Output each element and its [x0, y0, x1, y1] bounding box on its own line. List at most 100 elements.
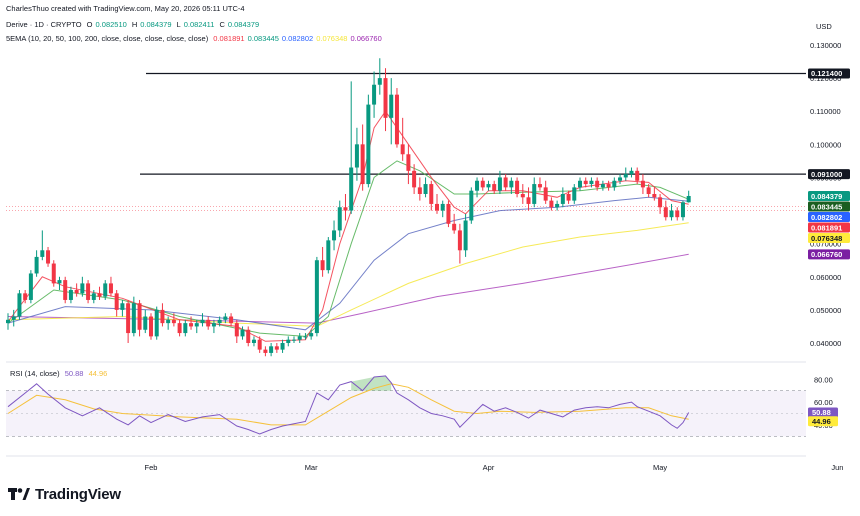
price-axis-label: 0.060000 — [810, 273, 841, 282]
author-line: CharlesThuo created with TradingView.com… — [6, 4, 245, 13]
candle-body — [589, 180, 594, 185]
candle-body — [126, 303, 131, 334]
candle-body — [23, 293, 28, 300]
candle-body — [532, 184, 537, 204]
candle-body — [51, 263, 56, 284]
candle-body — [417, 187, 422, 194]
ema100-line — [7, 222, 689, 327]
candle-body — [269, 346, 274, 353]
price-axis-label: 0.070000 — [810, 240, 841, 249]
price-tag-label: 0.083445 — [811, 202, 842, 211]
rsi-ma-value: 44.96 — [88, 369, 108, 378]
candle-body — [320, 260, 325, 271]
candle-body — [526, 197, 531, 204]
indicator-name: 5EMA (10, 20, 50, 100, 200, close, close… — [6, 34, 209, 43]
candle-body — [440, 203, 445, 211]
candle-body — [194, 323, 199, 327]
ohlc-o: O 0.082510 — [86, 20, 127, 29]
candle-body — [475, 180, 480, 191]
brand-name: TradingView — [35, 486, 121, 503]
candle-body — [349, 167, 354, 211]
price-tag-bg — [808, 201, 850, 212]
candle-body — [555, 203, 560, 208]
candle-body — [40, 250, 45, 257]
candle-body — [480, 180, 485, 188]
candle-body — [469, 190, 474, 221]
candle-body — [97, 293, 102, 297]
candle-body — [509, 180, 514, 188]
candle-body — [429, 184, 434, 204]
ohlc-l: L 0.082411 — [176, 20, 215, 29]
candle-body — [486, 184, 491, 188]
indicator-values: 0.081891 0.083445 0.082802 0.076348 0.066760 — [213, 34, 384, 43]
rsi-name: RSI (14, close) — [10, 369, 60, 378]
candle-body — [389, 94, 394, 118]
candle-body — [171, 319, 176, 324]
candle-body — [240, 329, 245, 337]
candle-body — [234, 323, 239, 337]
ohlc-values: O 0.082510 H 0.084379 L 0.082411 C 0.084379 — [87, 20, 264, 29]
candle-body — [400, 144, 405, 155]
candle-body — [606, 184, 611, 188]
candle-body — [131, 303, 136, 334]
indicator-value-3: 0.076348 — [316, 34, 348, 43]
candle-body — [435, 203, 439, 211]
candle-body — [652, 194, 657, 198]
candle-body — [86, 283, 91, 300]
price-tag-label: 0.084379 — [811, 192, 842, 201]
candle-body — [314, 260, 319, 334]
candle-body — [675, 210, 680, 218]
price-axis-label: 0.130000 — [810, 41, 841, 50]
candle-body — [149, 316, 153, 337]
tradingview-logo[interactable]: TradingView — [8, 486, 121, 503]
price-axis-label: 0.050000 — [810, 306, 841, 315]
indicator-legend[interactable]: 5EMA (10, 20, 50, 100, 200, close, close… — [6, 34, 388, 44]
candle-body — [292, 339, 296, 341]
candle-body — [229, 316, 234, 324]
symbol-legend[interactable]: Derive · 1D · CRYPTO O 0.082510 H 0.084379 L… — [6, 20, 267, 30]
price-tag-bg — [808, 212, 850, 223]
candle-body — [46, 250, 51, 264]
candle-body — [360, 144, 365, 185]
rsi-line — [7, 375, 690, 435]
candle-body — [160, 309, 165, 324]
candle-body — [154, 309, 159, 337]
ohlc-c: C 0.084379 — [219, 20, 260, 29]
price-tag-bg — [808, 233, 850, 244]
price-tag-bg — [808, 68, 850, 79]
candle-body — [337, 207, 342, 231]
candles[interactable] — [6, 58, 691, 357]
price-tag-label: 0.081891 — [811, 223, 842, 232]
rsi-legend[interactable]: RSI (14, close) 50.88 44.96 — [10, 369, 107, 378]
horizontal-levels[interactable] — [6, 72, 806, 211]
candle-body — [600, 184, 605, 188]
indicator-value-1: 0.083445 — [247, 34, 279, 43]
time-axis-label: Jun — [831, 463, 843, 472]
candle-body — [463, 220, 468, 251]
candle-body — [680, 202, 685, 218]
indicator-value-2: 0.082802 — [281, 34, 314, 43]
currency-label: USD — [816, 22, 832, 31]
candle-body — [497, 177, 502, 191]
candle-body — [640, 180, 645, 188]
price-tag-label: 0.082802 — [811, 213, 842, 222]
candle-body — [503, 177, 508, 188]
rsi-tag-label: 50.88 — [812, 408, 831, 417]
candle-body — [57, 280, 62, 284]
rsi-tag-label: 44.96 — [812, 417, 831, 426]
time-axis-label: May — [653, 463, 667, 472]
price-tag-bg — [808, 249, 850, 260]
candle-body — [452, 223, 457, 231]
ema20-line — [7, 160, 689, 337]
candle-body — [326, 240, 331, 271]
candle-body — [372, 84, 377, 105]
candle-body — [68, 290, 73, 300]
candle-body — [189, 323, 194, 327]
candle-body — [412, 170, 417, 188]
ohlc-h: H 0.084379 — [131, 20, 172, 29]
candle-body — [246, 329, 251, 343]
time-axis-label: Apr — [483, 463, 495, 472]
